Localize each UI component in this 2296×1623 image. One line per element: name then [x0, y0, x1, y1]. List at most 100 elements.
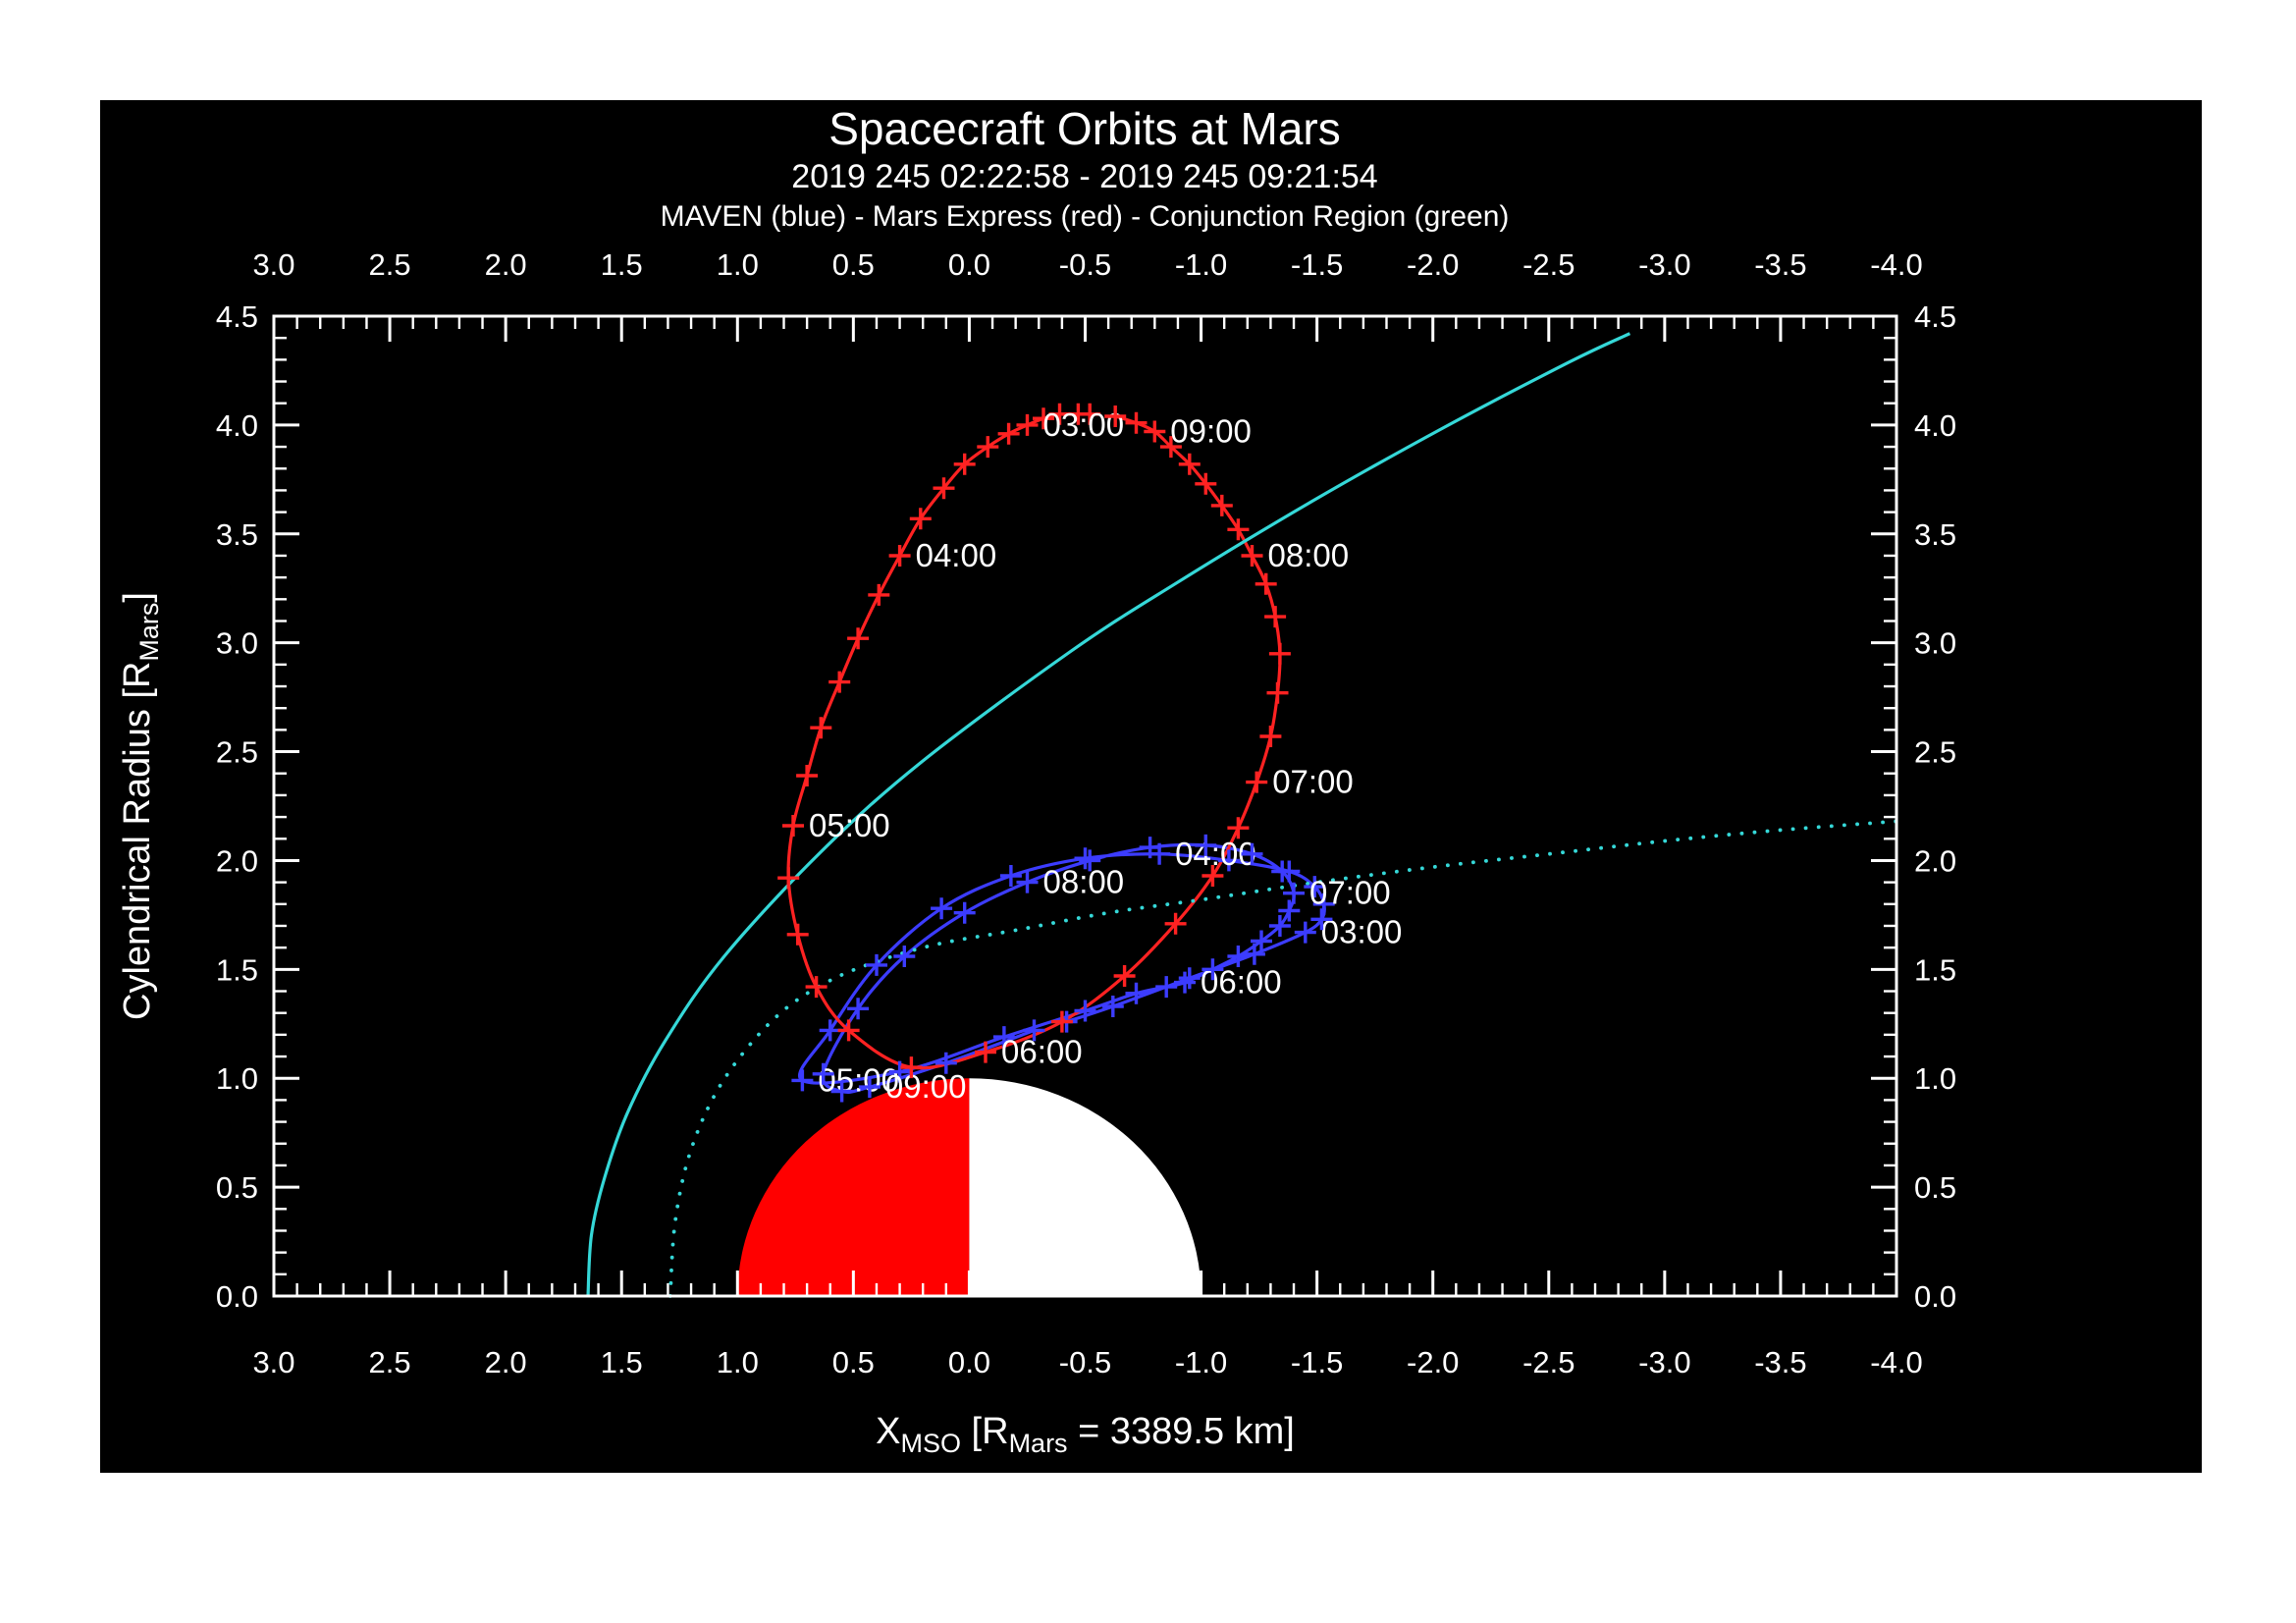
x-axis-bottom-tick-label: -1.0 — [1175, 1345, 1227, 1380]
maven-time-tick — [858, 1076, 881, 1099]
mars-express-time-tick — [786, 923, 809, 946]
mars-express-time-tick — [1016, 413, 1039, 436]
maven-time-tick — [1271, 860, 1294, 883]
y-axis-right-tick-label: 0.5 — [1914, 1170, 1956, 1205]
y-axis-left-tick-label: 0.0 — [216, 1279, 258, 1314]
mars-express-time-tick — [1159, 436, 1182, 459]
mars-express-hour-label: 03:00 — [1043, 406, 1125, 443]
mars-express-time-tick — [847, 627, 870, 650]
x-axis-top-tick-label: 2.5 — [369, 247, 411, 282]
x-axis-bottom-tick-label: 1.5 — [601, 1345, 643, 1380]
mars-express-time-tick — [810, 717, 832, 739]
mars-express-hour-label: 06:00 — [1001, 1034, 1083, 1070]
mars-express-time-tick — [1268, 642, 1291, 665]
x-axis-top-tick-label: -3.5 — [1754, 247, 1806, 282]
y-axis-left-tick-label: 3.5 — [216, 517, 258, 552]
mars-express-time-tick — [1201, 865, 1224, 887]
x-axis-bottom-tick-label: 3.0 — [252, 1345, 294, 1380]
maven-time-tick — [893, 946, 916, 967]
maven-time-tick — [934, 1052, 957, 1074]
mars-express-time-tick — [1210, 494, 1233, 516]
mars-express-time-tick — [900, 1056, 923, 1079]
maven-time-tick — [830, 1080, 853, 1103]
mars-express-time-tick — [1048, 403, 1071, 425]
maven-curve — [798, 842, 1326, 1095]
maven-time-tick — [1217, 849, 1240, 872]
x-axis-top-tick-label: 1.0 — [717, 247, 759, 282]
maven-time-tick — [1268, 915, 1291, 937]
x-axis-top-tick-label: -2.0 — [1407, 247, 1459, 282]
mars-express-time-tick — [1227, 518, 1250, 541]
mars-express-time-tick — [1033, 407, 1054, 430]
y-axis-left-tick-label: 2.0 — [216, 843, 258, 878]
y-axis-right-tick-label: 2.5 — [1914, 735, 1956, 770]
mars-express-time-tick — [975, 1041, 996, 1063]
maven-time-tick — [1101, 996, 1124, 1017]
maven-time-tick — [1125, 982, 1148, 1004]
maven-time-tick — [1079, 849, 1101, 872]
maven-time-tick — [1310, 908, 1333, 931]
y-axis-right-tick-label: 0.0 — [1914, 1279, 1956, 1314]
x-axis-top-tick-label: 0.0 — [948, 247, 990, 282]
x-axis-top-tick-label: -4.0 — [1870, 247, 1922, 282]
maven-time-tick — [1241, 842, 1263, 865]
y-axis-right-tick-label: 4.5 — [1914, 299, 1956, 334]
y-axis-right-tick-label: 4.0 — [1914, 408, 1956, 443]
maven-time-tick — [1312, 893, 1335, 915]
axis-titles: XMSO [RMars = 3389.5 km] Cylendrical Radi… — [117, 592, 1295, 1458]
mars-express-hour-label: 09:00 — [1170, 413, 1252, 450]
mars-express-time-tick — [888, 545, 911, 567]
x-axis-top-tick-label: -3.0 — [1638, 247, 1690, 282]
x-axis-top-tick-label: 0.5 — [832, 247, 875, 282]
x-axis-bottom-tick-label: -2.0 — [1407, 1345, 1459, 1380]
maven-hour-label: 03:00 — [1321, 914, 1403, 950]
mars-express-hour-label: 04:00 — [916, 537, 997, 573]
y-axis-right-tick-label: 1.5 — [1914, 952, 1956, 987]
x-axis-bottom-tick-label: 2.0 — [485, 1345, 527, 1380]
maven-time-tick — [1227, 946, 1250, 967]
maven-hour-label: 07:00 — [1309, 875, 1391, 911]
maven-hour-label: 08:00 — [1043, 864, 1125, 900]
y-axis-right-tick-label: 3.5 — [1914, 517, 1956, 552]
x-axis-bottom-tick-label: -4.0 — [1870, 1345, 1922, 1380]
maven-time-tick — [1278, 899, 1301, 922]
maven-time-tick — [1023, 1019, 1045, 1042]
maven-time-tick — [1016, 871, 1039, 893]
x-axis-top-tick-label: 2.0 — [485, 247, 527, 282]
mars-express-time-tick — [1266, 681, 1289, 704]
mars-dayside — [737, 1078, 970, 1296]
y-axis-left-tick-label: 1.5 — [216, 952, 258, 987]
maven-time-tick — [1074, 847, 1096, 870]
mars-disk — [737, 1078, 1201, 1296]
maven-time-tick — [1074, 1000, 1096, 1022]
maven-time-tick — [866, 953, 887, 976]
y-axis-right-tick-label: 2.0 — [1914, 843, 1956, 878]
mars-express-time-tick — [1241, 545, 1263, 567]
y-axis-left-tick-label: 4.0 — [216, 408, 258, 443]
y-axis-right-tick-label: 1.0 — [1914, 1061, 1956, 1096]
maven-time-tick — [992, 1026, 1015, 1049]
x-axis-bottom-tick-label: 0.0 — [948, 1345, 990, 1380]
x-axis-title: XMSO [RMars = 3389.5 km] — [876, 1411, 1295, 1458]
maven-time-tick — [1304, 876, 1326, 898]
mars-express-time-tick — [909, 508, 932, 530]
x-axis-top-tick-label: -2.5 — [1522, 247, 1575, 282]
x-axis-bottom-tick-label: -3.5 — [1754, 1345, 1806, 1380]
maven-time-tick — [847, 998, 870, 1020]
mars-express-time-tick — [1050, 1010, 1073, 1033]
maven-time-tick — [931, 897, 953, 920]
maven-time-tick — [1283, 882, 1305, 904]
maven-time-tick — [1139, 837, 1161, 859]
y-axis-left-tick-label: 4.5 — [216, 299, 258, 334]
y-axis-left-tick-label: 1.0 — [216, 1061, 258, 1096]
maven-time-tick — [1178, 967, 1201, 990]
mars-express-time-tick — [868, 583, 890, 606]
mars-express-time-tick — [1255, 572, 1277, 595]
mars-express-time-tick — [1246, 771, 1268, 793]
page-title: Spacecraft Orbits at Mars — [828, 103, 1341, 154]
x-axis-top-tick-label: 1.5 — [601, 247, 643, 282]
x-axis-top-tick-label: -1.5 — [1291, 247, 1343, 282]
x-axis-bottom-tick-label: -3.0 — [1638, 1345, 1690, 1380]
mars-express-hour-label: 08:00 — [1268, 537, 1350, 573]
